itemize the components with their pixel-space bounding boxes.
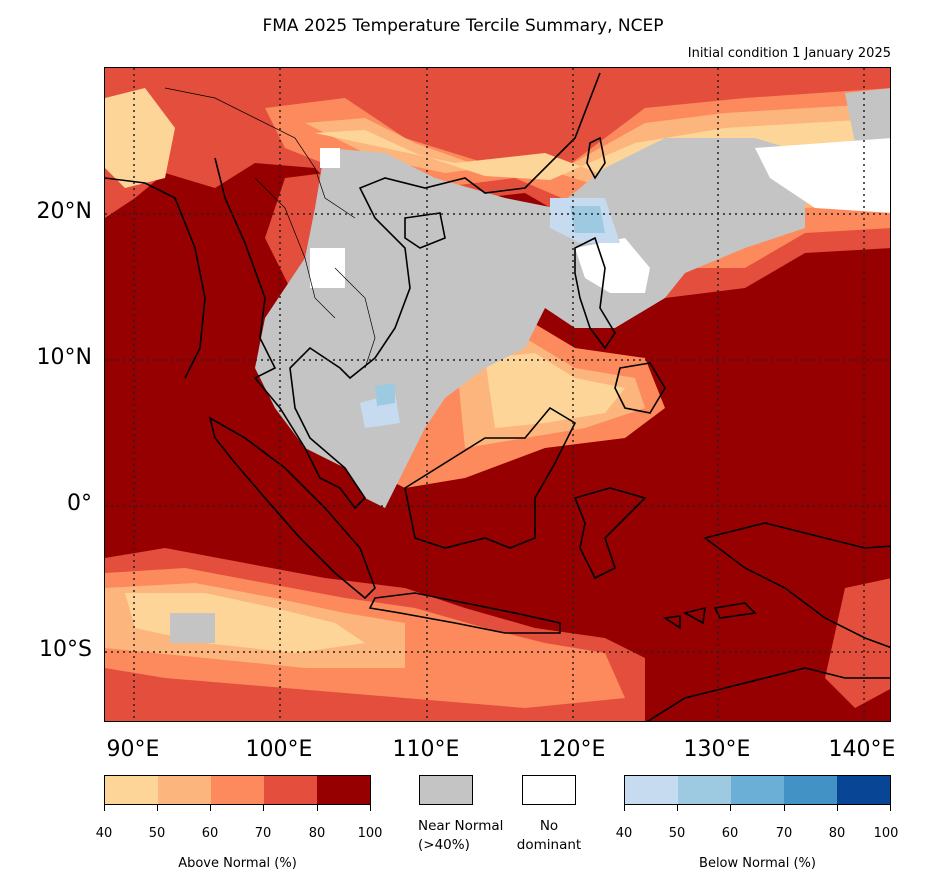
below-tick-100: 100 xyxy=(873,826,899,841)
below-70-80-swatch xyxy=(784,776,837,804)
australia-coast xyxy=(646,667,890,721)
scs-band-40 xyxy=(485,353,625,428)
coastlines xyxy=(105,72,890,721)
burma-coast xyxy=(105,177,206,379)
lon-label-90e: 90°E xyxy=(106,737,160,762)
above-70-80-swatch xyxy=(264,776,317,804)
map-title: FMA 2025 Temperature Tercile Summary, NC… xyxy=(262,16,664,36)
philippines-no-dominant xyxy=(575,238,650,293)
west-band-40 xyxy=(105,88,175,188)
below-tick-50: 50 xyxy=(668,826,686,841)
se-warm-band xyxy=(825,578,890,708)
east-no-dominant xyxy=(755,138,890,213)
java-coast xyxy=(368,592,561,634)
near-normal-label-line2: (>40%) xyxy=(418,837,470,853)
mindanao-coast xyxy=(614,362,666,414)
above-80-100-swatch xyxy=(317,776,370,804)
country-borders xyxy=(164,87,376,369)
new-guinea-coast xyxy=(703,522,890,649)
sulawesi-coast xyxy=(573,487,647,580)
above-tick-40: 40 xyxy=(95,826,113,841)
below-tick-80: 80 xyxy=(828,826,846,841)
above-tick-100: 100 xyxy=(357,826,383,841)
above-60-70-swatch xyxy=(211,776,264,804)
lat-label-20n: 20°N xyxy=(36,199,92,224)
above-tick-80: 80 xyxy=(308,826,326,841)
near-normal-label: Near Normal (>40%) xyxy=(418,817,526,855)
borneo-coast xyxy=(404,406,577,549)
above-normal-label: Above Normal (%) xyxy=(178,856,297,871)
no-dominant-label-line1: No xyxy=(539,818,559,834)
east-near-normal xyxy=(845,88,890,148)
lon-label-130e: 130°E xyxy=(683,737,751,762)
taiwan-coast xyxy=(586,136,606,180)
below-tick-70: 70 xyxy=(775,826,793,841)
below-normal-colorbar xyxy=(624,775,891,805)
south-near-normal xyxy=(170,613,215,643)
below-tick-40: 40 xyxy=(615,826,633,841)
near-normal-label-line1: Near Normal xyxy=(418,818,504,834)
scs-below-50 xyxy=(375,383,395,406)
lon-label-120e: 120°E xyxy=(538,737,606,762)
lat-label-10s: 10°S xyxy=(39,637,92,662)
above-40-50-swatch xyxy=(105,776,158,804)
small-islands-east xyxy=(662,602,757,630)
luzon-strait-below-50 xyxy=(570,206,605,233)
above-tick-50: 50 xyxy=(148,826,166,841)
lon-label-140e: 140°E xyxy=(828,737,896,762)
above-tick-70: 70 xyxy=(254,826,272,841)
hainan-coast xyxy=(404,212,446,249)
below-50-60-swatch xyxy=(678,776,731,804)
lat-label-10n: 10°N xyxy=(36,345,92,370)
no-dominant-swatch xyxy=(522,775,576,805)
below-60-70-swatch xyxy=(731,776,784,804)
below-normal-label: Below Normal (%) xyxy=(699,856,816,871)
near-normal-swatch xyxy=(419,775,473,805)
no-dominant-region xyxy=(310,138,890,293)
initial-condition-label: Initial condition 1 January 2025 xyxy=(687,46,891,61)
lon-label-100e: 100°E xyxy=(245,737,313,762)
indochina-coast xyxy=(214,72,601,510)
sumatra-coast xyxy=(208,416,376,600)
lon-label-110e: 110°E xyxy=(392,737,460,762)
graticule xyxy=(105,68,890,721)
no-dominant-label: No dominant xyxy=(509,817,589,855)
above-normal-colorbar xyxy=(104,775,371,805)
below-40-50-swatch xyxy=(625,776,678,804)
map-canvas xyxy=(105,68,890,721)
below-80-100-swatch xyxy=(837,776,890,804)
indochina-no-dominant xyxy=(310,248,345,288)
below-tick-60: 60 xyxy=(721,826,739,841)
above-tick-60: 60 xyxy=(201,826,219,841)
no-dominant-label-line2: dominant xyxy=(516,837,582,853)
luzon-coast xyxy=(574,236,616,350)
below-normal-region xyxy=(360,198,620,428)
above-50-60-swatch xyxy=(158,776,211,804)
myanmar-no-dominant xyxy=(320,148,340,168)
tercile-map xyxy=(104,67,891,722)
lat-label-0: 0° xyxy=(67,491,92,516)
